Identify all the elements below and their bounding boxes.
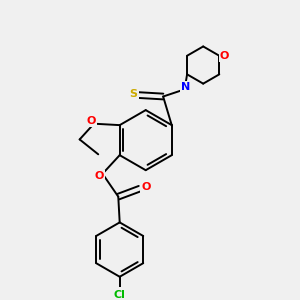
Text: Cl: Cl (114, 290, 126, 300)
Text: O: O (95, 171, 104, 181)
Text: O: O (220, 51, 229, 61)
Text: S: S (130, 89, 138, 99)
Text: O: O (87, 116, 96, 126)
Text: N: N (181, 82, 190, 92)
Text: O: O (141, 182, 151, 192)
